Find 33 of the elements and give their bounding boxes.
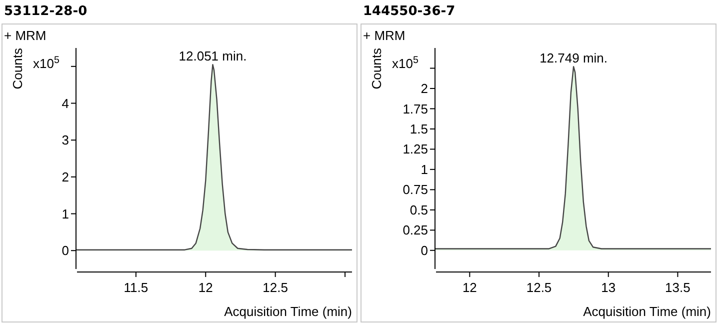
text: x10$^{5}$ [33,54,60,71]
y-tick-label: 2 [62,169,69,184]
y-axis-title: Counts [369,48,384,90]
y-tick-label: 1.5 [410,122,428,136]
y-tick-label: 0.75 [402,182,428,198]
x-tick-label: 13.5 [665,280,690,295]
chart-subtitle: + MRM [363,28,406,43]
chart-title: 53112-28-0 [4,4,88,19]
text: x10$^{5}$ [392,54,419,71]
y-tick-label: 3 [62,132,69,148]
y-tick-label: 0.5 [410,202,428,218]
x-axis-title: Acquisition Time (min) [583,304,711,319]
y-tick-label: 0 [62,243,69,258]
y-tick-label: 0 [420,242,428,258]
chart-title: 144550-36-7 [363,4,456,19]
y-tick-label: 0.25 [402,222,428,238]
y-axis-title: Counts [10,48,25,90]
annotation: 12.749 min. [540,50,608,66]
x-tick-label: 12 [198,280,213,295]
x-tick-label: 12.5 [262,280,288,295]
y-tick-label: 2 [420,81,428,96]
y-tick-label: 1 [62,206,69,222]
y-tick-label: 1 [420,162,428,177]
x-tick-label: 12 [462,280,477,295]
x-tick-label: 13 [601,280,616,295]
annotation: 12.051 min. [178,48,247,64]
x-tick-label: 11.5 [124,280,148,295]
x-axis-title: Acquisition Time (min) [224,304,352,319]
y-tick-label: 1.75 [402,101,428,116]
chart-subtitle: + MRM [4,28,46,43]
x-tick-label: 12.5 [526,280,552,295]
y-tick-label: 1.25 [402,142,428,157]
y-tick-label: 4 [62,96,69,111]
